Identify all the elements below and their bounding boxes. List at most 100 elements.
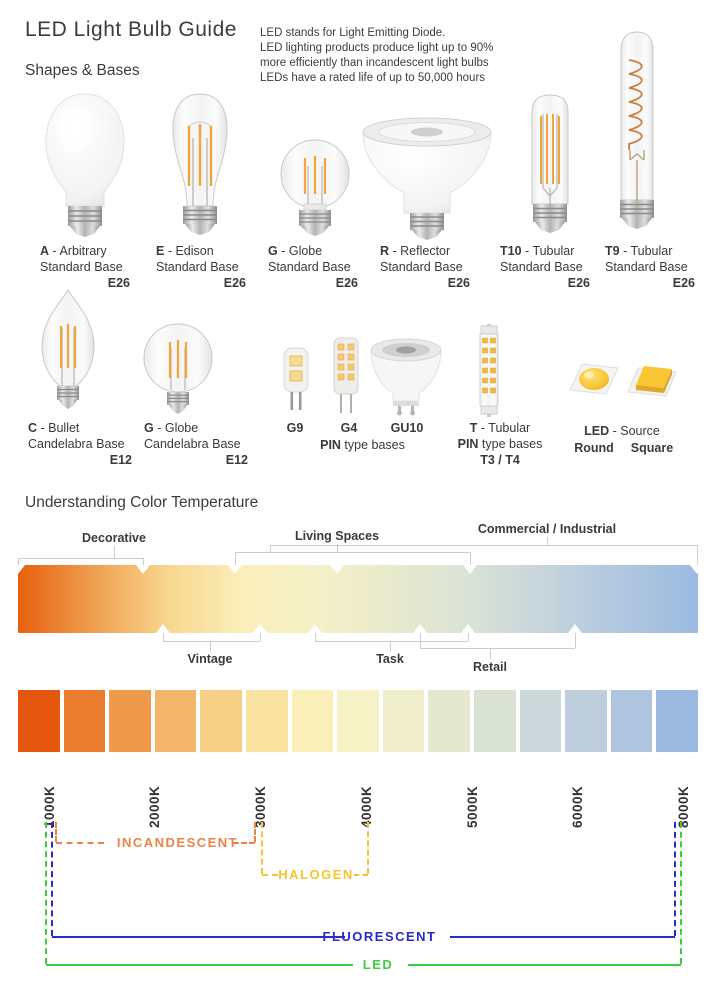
- marker-arrow-up: [413, 624, 427, 633]
- incandescent-range-line-right: [233, 842, 255, 844]
- temperature-segment: [109, 690, 151, 752]
- retail-bracket-stem: [490, 648, 491, 659]
- bulb-gu10-illustration: [370, 338, 442, 416]
- bulb-c-bullet-illustration: [41, 289, 95, 409]
- temperature-segment: [291, 690, 334, 752]
- bulb-label-r: R - Reflector Standard Base E26: [380, 244, 470, 290]
- bulb-label-g: G - Globe Standard Base E26: [268, 244, 358, 290]
- fluorescent-range-start-line: [51, 822, 53, 936]
- commercial-bracket-line: [270, 545, 698, 546]
- vintage-bracket-line: [163, 641, 260, 642]
- halogen-range-end-line: [367, 822, 369, 874]
- bulb-label-e: E - Edison Standard Base E26: [156, 244, 246, 290]
- living-spaces-bracket-line: [235, 552, 471, 553]
- temperature-segment: [245, 690, 288, 752]
- bulb-a-illustration: [45, 93, 125, 237]
- label-pin-type-bases: PIN type bases: [320, 438, 405, 452]
- label-g9: G9: [286, 421, 304, 435]
- led-range-line-right: [408, 964, 681, 966]
- task-bracket-end-right: [468, 633, 469, 641]
- section-title-shapes-bases: Shapes & Bases: [25, 62, 140, 79]
- label-led: LED: [362, 957, 394, 972]
- retail-bracket-end-left: [420, 633, 421, 648]
- bulb-g-globe-illustration: [280, 139, 350, 236]
- scale-label-5000k: 5000K: [465, 785, 480, 828]
- temperature-segment: [656, 690, 698, 752]
- marker-arrow-down: [228, 565, 242, 574]
- bulb-label-g-candelabra: G - Globe Candelabra Base E12: [144, 421, 248, 467]
- bulb-r-reflector-illustration: [362, 117, 492, 240]
- marker-arrow-down: [463, 565, 477, 574]
- bulb-g4-pin-illustration: [333, 337, 359, 413]
- scale-label-4000k: 4000K: [359, 785, 374, 828]
- temperature-segment: [428, 690, 470, 752]
- led-range-start-line: [45, 822, 47, 964]
- scale-label-8000k: 8000K: [676, 785, 691, 828]
- decorative-bracket-stem: [114, 546, 115, 558]
- label-halogen: HALOGEN: [278, 867, 354, 882]
- temperature-segment: [63, 690, 106, 752]
- halogen-range-start-line: [261, 822, 263, 874]
- label-living-spaces: Living Spaces: [294, 529, 380, 543]
- bulb-label-t9: T9 - Tubular Standard Base E26: [605, 244, 695, 290]
- incandescent-range-end-line: [254, 822, 256, 842]
- led-range-end-line: [680, 822, 682, 964]
- intro-text: LED stands for Light Emitting Diode. LED…: [260, 27, 494, 84]
- incandescent-range-start-line: [55, 822, 57, 842]
- led-chip-round-illustration: [569, 363, 619, 395]
- decorative-bracket-line: [18, 558, 144, 559]
- led-range-line-left: [46, 964, 353, 966]
- scale-label-3000k: 3000K: [253, 785, 268, 828]
- color-temperature-gradient-bar: [18, 565, 698, 633]
- label-t-tubular: T - Tubular PIN type bases T3 / T4: [457, 421, 543, 467]
- section-title-color-temperature: Understanding Color Temperature: [25, 494, 259, 511]
- task-bracket-line: [315, 641, 468, 642]
- label-led-square: Square: [630, 441, 674, 455]
- bulb-e-edison-illustration: [172, 93, 228, 235]
- marker-arrow-down: [330, 565, 344, 574]
- label-g4: G4: [340, 421, 358, 435]
- living-spaces-bracket-end-right: [470, 552, 471, 565]
- bulb-g9-pin-illustration: [283, 347, 309, 410]
- commercial-bracket-end-right: [697, 545, 698, 565]
- marker-arrow-up: [308, 624, 322, 633]
- living-spaces-bracket-end-left: [235, 552, 236, 565]
- marker-arrow-up: [568, 624, 582, 633]
- scale-label-6000k: 6000K: [570, 785, 585, 828]
- vintage-bracket-stem: [210, 641, 211, 652]
- marker-arrow-up: [253, 624, 267, 633]
- decorative-bracket-end-right: [143, 558, 144, 565]
- label-led-source: LED - Source: [584, 424, 660, 438]
- living-spaces-bracket-stem: [337, 544, 338, 552]
- label-retail: Retail: [472, 660, 508, 674]
- led-chip-square-illustration: [627, 366, 677, 397]
- halogen-range-line-right: [354, 874, 368, 876]
- fluorescent-range-end-line: [674, 822, 676, 936]
- vintage-bracket-end-right: [260, 633, 261, 641]
- task-bracket-stem: [390, 641, 391, 652]
- color-temperature-segment-bar: [18, 690, 698, 752]
- marker-arrow-down: [136, 565, 150, 574]
- temperature-segment: [154, 690, 197, 752]
- label-decorative: Decorative: [82, 531, 146, 545]
- temperature-segment: [337, 690, 379, 752]
- commercial-bracket-end-left: [270, 545, 271, 552]
- temperature-segment: [382, 690, 425, 752]
- label-incandescent: INCANDESCENT: [116, 835, 239, 850]
- bulb-label-a: A - Arbitrary Standard Base E26: [40, 244, 130, 290]
- fluorescent-range-line-left: [52, 936, 345, 938]
- label-gu10: GU10: [390, 421, 424, 435]
- temperature-segment: [18, 690, 60, 752]
- label-commercial-industrial: Commercial / Industrial: [477, 522, 617, 536]
- marker-arrow-down: [18, 565, 25, 574]
- label-vintage: Vintage: [187, 652, 233, 666]
- vintage-bracket-end-left: [163, 633, 164, 641]
- label-led-round: Round: [574, 441, 614, 455]
- bulb-t3-t4-pin-illustration: [479, 324, 499, 417]
- temperature-segment: [473, 690, 516, 752]
- bulb-label-t10: T10 - Tubular Standard Base E26: [500, 244, 590, 290]
- retail-bracket-line: [420, 648, 575, 649]
- bulb-label-c-bullet: C - Bullet Candelabra Base E12: [28, 421, 132, 467]
- temperature-segment: [565, 690, 607, 752]
